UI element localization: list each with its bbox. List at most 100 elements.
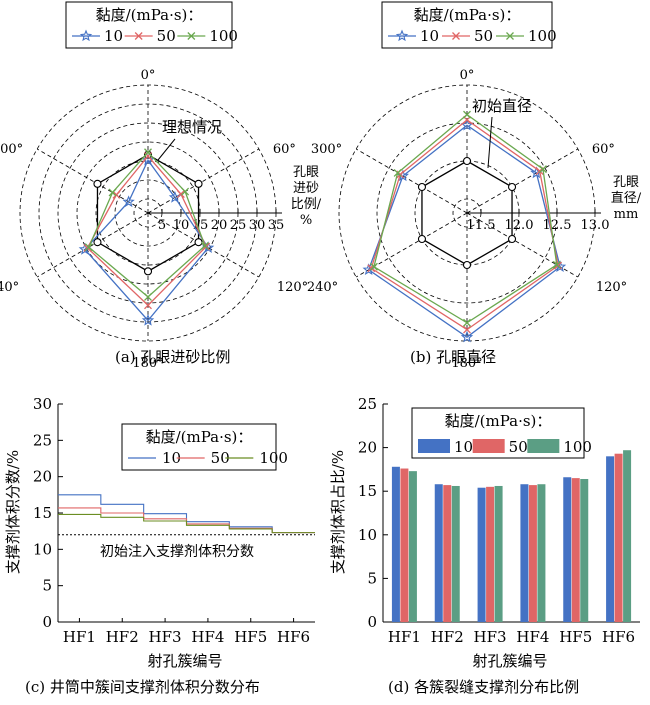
angle-label-0: 0° xyxy=(141,68,156,83)
xlabel-d: 射孔簇编号 xyxy=(472,652,547,670)
legend-label-10: 10 xyxy=(454,438,473,456)
legend-label-50: 50 xyxy=(157,27,176,45)
series-50-steps xyxy=(58,507,315,534)
series-10-line xyxy=(83,158,209,322)
legend-label-10: 10 xyxy=(420,27,439,45)
angle-label-2: 120° xyxy=(277,280,308,295)
bar-100-HF6 xyxy=(623,450,632,622)
ideal-point-4 xyxy=(93,238,102,247)
angle-label-1: 60° xyxy=(592,142,615,157)
caption-a: (a) 孔眼进砂比例 xyxy=(115,348,230,366)
legend-marker-50 xyxy=(452,32,460,40)
ideal-point-4 xyxy=(417,234,427,244)
ytick-label-d-1: 5 xyxy=(367,569,377,587)
spoke-4 xyxy=(36,212,149,278)
legend-swatch-10 xyxy=(418,439,450,453)
legend-label-50: 50 xyxy=(474,27,493,45)
bar-100-HF2 xyxy=(451,485,460,622)
ytick-label-d-5: 25 xyxy=(358,395,377,413)
spoke-1 xyxy=(147,148,260,214)
legend-title: 黏度/(mPa·s)： xyxy=(96,6,203,24)
legend-label-50: 50 xyxy=(509,438,528,456)
series-50-point-1 xyxy=(176,190,185,198)
angle-label-5: 300° xyxy=(311,142,342,157)
series-50-point-5 xyxy=(112,190,121,199)
bar-10-HF4 xyxy=(520,484,529,622)
series-100-point-2 xyxy=(200,241,209,250)
series-100-point-4 xyxy=(369,262,378,271)
annotation-pointer xyxy=(487,116,493,169)
caption-d: (d) 各簇裂缝支撑剂分布比例 xyxy=(388,678,579,696)
ytick-label-c-6: 30 xyxy=(33,395,52,413)
ideal-point-3 xyxy=(143,267,153,276)
legend-box xyxy=(65,1,233,49)
xlabel-c: 射孔簇编号 xyxy=(147,652,222,670)
xtick-label-c-2: HF3 xyxy=(149,628,182,646)
bar-50-HF6 xyxy=(614,453,623,622)
radial-tick-label-6: 35 xyxy=(268,218,285,233)
xtick-label-c-0: HF1 xyxy=(63,628,96,646)
angle-label-4: 240° xyxy=(0,280,19,295)
angle-label-1: 60° xyxy=(273,142,296,157)
bar-100-HF3 xyxy=(494,485,503,622)
xtick-label-c-3: HF4 xyxy=(191,628,224,646)
ylabel-d: 支撑剂体积占比/% xyxy=(329,450,347,574)
ytick-label-c-3: 15 xyxy=(33,504,52,522)
axis-label-line-2: mm xyxy=(614,207,639,222)
series-100-point-3 xyxy=(144,292,152,301)
xtick-label-d-5: HF6 xyxy=(602,628,635,646)
ytick-label-c-4: 20 xyxy=(33,468,52,486)
baseline-annotation-c: 初始注入支撑剂体积分数 xyxy=(100,543,254,560)
caption-c: (c) 井筒中簇间支撑剂体积分数分布 xyxy=(25,678,260,696)
series-10-point-3 xyxy=(460,330,474,343)
legend-marker-100 xyxy=(187,32,196,40)
xtick-label-c-4: HF5 xyxy=(234,628,267,646)
ytick-label-c-1: 5 xyxy=(42,577,52,595)
legend-marker-10 xyxy=(395,29,409,42)
spoke-1 xyxy=(466,148,579,214)
bar-10-HF5 xyxy=(563,477,572,622)
ytick-label-d-0: 0 xyxy=(367,613,377,631)
annotation: 理想情况 xyxy=(162,118,222,136)
ideal-point-1 xyxy=(507,182,517,192)
radial-tick-label-1: 10 xyxy=(173,218,190,233)
legend-title: 黏度/(mPa·s)： xyxy=(146,428,253,446)
axis-label-line-1: 进砂 xyxy=(293,181,319,196)
series-100-point-0 xyxy=(463,110,471,119)
bar-50-HF5 xyxy=(571,478,580,622)
radial-tick-label-3: 13.0 xyxy=(581,218,610,233)
series-10-point-3 xyxy=(141,314,155,326)
legend-marker-100 xyxy=(506,32,514,40)
angle-label-4: 240° xyxy=(307,280,338,295)
series-100-steps xyxy=(58,513,315,534)
ytick-label-c-2: 10 xyxy=(33,540,52,558)
series-100-point-2 xyxy=(552,260,561,269)
ideal-point-5 xyxy=(417,182,427,192)
ytick-label-c-0: 0 xyxy=(42,613,52,631)
series-100-point-5 xyxy=(393,168,402,177)
bar-100-HF5 xyxy=(580,478,589,622)
bar-50-HF1 xyxy=(400,468,409,622)
angle-label-0: 0° xyxy=(460,68,475,83)
series-100-point-1 xyxy=(539,165,547,174)
series-10-steps xyxy=(58,494,315,534)
axis-label-line-2: 比例/ xyxy=(291,197,322,212)
caption-b: (b) 孔眼直径 xyxy=(410,348,496,366)
series-100-point-4 xyxy=(84,243,93,252)
series-100-point-0 xyxy=(144,148,152,157)
legend-title: 黏度/(mPa·s)： xyxy=(445,412,552,430)
panel-c: (c) 井筒中簇间支撑剂体积分数分布 射孔簇编号 支撑剂体积分数/% 初始注入支… xyxy=(4,395,315,696)
axis-label-line-0: 孔眼 xyxy=(613,175,639,190)
axis-label-line-3: % xyxy=(300,213,312,228)
axis-label-line-0: 孔眼 xyxy=(293,165,319,180)
legend-marker-50 xyxy=(134,32,143,40)
angle-label-3: 180° xyxy=(451,356,482,371)
series-100-point-5 xyxy=(108,188,117,197)
bar-10-HF6 xyxy=(606,456,615,622)
ideal-point-5 xyxy=(93,179,102,188)
legend-label-10: 10 xyxy=(162,449,181,467)
bar-10-HF1 xyxy=(391,466,400,622)
series-50-point-3 xyxy=(144,301,152,310)
series-100-point-3 xyxy=(463,318,471,327)
series-100-point-1 xyxy=(181,187,190,196)
